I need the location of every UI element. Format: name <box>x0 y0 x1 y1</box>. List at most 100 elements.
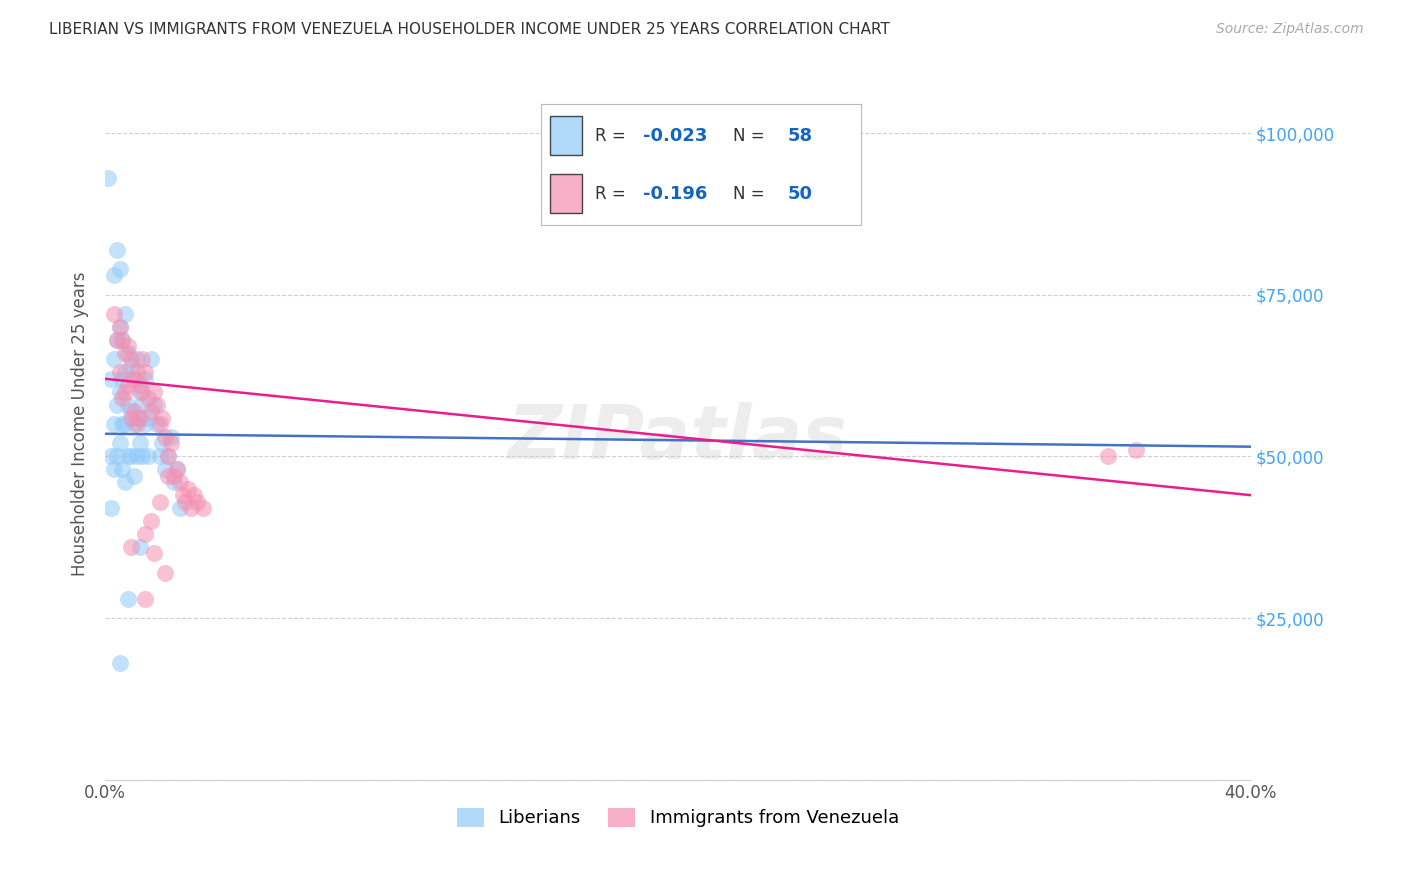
Point <box>103 462 125 476</box>
Point <box>142 384 165 399</box>
Point <box>114 346 136 360</box>
Point <box>100 450 122 464</box>
Point <box>131 352 153 367</box>
Text: Source: ZipAtlas.com: Source: ZipAtlas.com <box>1216 22 1364 37</box>
Point <box>105 333 128 347</box>
Point <box>149 494 172 508</box>
Point <box>157 450 180 464</box>
Point <box>114 384 136 399</box>
Point <box>111 333 134 347</box>
Point <box>120 352 142 367</box>
Text: LIBERIAN VS IMMIGRANTS FROM VENEZUELA HOUSEHOLDER INCOME UNDER 25 YEARS CORRELAT: LIBERIAN VS IMMIGRANTS FROM VENEZUELA HO… <box>49 22 890 37</box>
Point <box>125 410 148 425</box>
Point <box>1097 450 1119 464</box>
Point <box>186 494 208 508</box>
Point <box>117 339 139 353</box>
Point <box>163 468 186 483</box>
Point <box>1125 442 1147 457</box>
Point <box>117 398 139 412</box>
Point <box>103 307 125 321</box>
Point <box>166 462 188 476</box>
Point <box>145 398 167 412</box>
Point <box>108 320 131 334</box>
Point <box>105 243 128 257</box>
Point <box>169 475 191 490</box>
Point <box>125 352 148 367</box>
Point <box>136 450 159 464</box>
Point <box>108 365 131 379</box>
Point <box>134 527 156 541</box>
Point <box>169 501 191 516</box>
Point <box>134 591 156 606</box>
Point <box>134 417 156 431</box>
Point <box>108 261 131 276</box>
Point <box>174 494 197 508</box>
Point <box>114 475 136 490</box>
Point <box>128 410 150 425</box>
Point <box>117 378 139 392</box>
Point <box>103 268 125 283</box>
Point <box>166 462 188 476</box>
Point <box>122 417 145 431</box>
Point <box>114 307 136 321</box>
Point <box>160 430 183 444</box>
Point <box>120 359 142 373</box>
Point <box>111 372 134 386</box>
Point <box>122 372 145 386</box>
Point <box>122 404 145 418</box>
Point <box>136 410 159 425</box>
Point <box>108 436 131 450</box>
Point <box>120 410 142 425</box>
Point <box>105 398 128 412</box>
Point <box>152 410 174 425</box>
Point <box>125 417 148 431</box>
Point <box>120 540 142 554</box>
Point <box>142 546 165 560</box>
Point <box>142 398 165 412</box>
Point <box>157 450 180 464</box>
Point <box>120 404 142 418</box>
Point <box>191 501 214 516</box>
Point <box>139 514 162 528</box>
Point <box>139 404 162 418</box>
Point <box>100 501 122 516</box>
Point <box>177 482 200 496</box>
Point <box>128 540 150 554</box>
Point <box>108 657 131 671</box>
Point <box>111 462 134 476</box>
Point <box>108 384 131 399</box>
Point <box>136 391 159 405</box>
Point <box>155 462 177 476</box>
Point <box>122 468 145 483</box>
Point <box>180 501 202 516</box>
Point <box>117 346 139 360</box>
Point <box>125 365 148 379</box>
Point <box>122 372 145 386</box>
Point <box>134 365 156 379</box>
Point <box>149 450 172 464</box>
Point <box>139 352 162 367</box>
Point <box>108 320 131 334</box>
Point <box>117 591 139 606</box>
Text: ZIPatlas: ZIPatlas <box>508 401 848 475</box>
Point <box>125 450 148 464</box>
Point <box>131 384 153 399</box>
Point <box>111 391 134 405</box>
Point <box>100 372 122 386</box>
Point <box>120 450 142 464</box>
Point <box>128 384 150 399</box>
Point <box>117 450 139 464</box>
Point <box>152 436 174 450</box>
Point <box>145 417 167 431</box>
Point <box>114 417 136 431</box>
Point <box>131 450 153 464</box>
Point <box>163 475 186 490</box>
Point <box>131 398 153 412</box>
Point <box>128 436 150 450</box>
Point <box>114 365 136 379</box>
Legend: Liberians, Immigrants from Venezuela: Liberians, Immigrants from Venezuela <box>450 801 905 835</box>
Point <box>155 430 177 444</box>
Point <box>105 333 128 347</box>
Point <box>172 488 194 502</box>
Point <box>103 352 125 367</box>
